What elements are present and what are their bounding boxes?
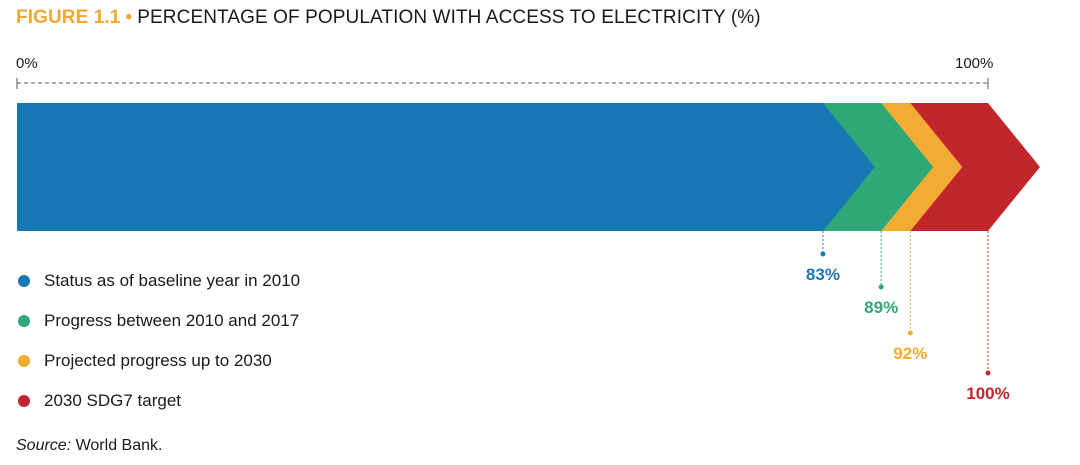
legend-item-projected: Projected progress up to 2030 — [18, 341, 300, 381]
scale-start-label: 0% — [16, 55, 38, 72]
leader-dot-1 — [820, 251, 826, 257]
scale-end-label: 100% — [955, 55, 994, 72]
figure-number: FIGURE 1.1 — [16, 7, 121, 28]
leader-dot-2 — [878, 284, 884, 290]
value-label-2: 89% — [864, 298, 898, 317]
value-label-3: 92% — [893, 344, 927, 363]
source-text: World Bank. — [75, 437, 163, 454]
leader-dot-4 — [985, 370, 991, 376]
legend-swatch-progress — [18, 315, 30, 327]
legend-item-progress: Progress between 2010 and 2017 — [18, 301, 300, 341]
figure-title: FIGURE 1.1 • PERCENTAGE OF POPULATION WITH… — [16, 7, 761, 29]
legend-swatch-projected — [18, 355, 30, 367]
legend-label-target: 2030 SDG7 target — [44, 391, 182, 410]
legend-item-baseline: Status as of baseline year in 2010 — [18, 261, 300, 301]
source-note: Source: World Bank. — [16, 437, 162, 455]
legend-swatch-target — [18, 395, 30, 407]
chevron-segment-1 — [17, 103, 875, 231]
legend-swatch-baseline — [18, 275, 30, 287]
chart-title: PERCENTAGE OF POPULATION WITH ACCESS TO … — [137, 7, 761, 28]
title-bullet: • — [125, 7, 133, 28]
legend: Status as of baseline year in 2010 Progr… — [18, 261, 300, 421]
leader-dot-3 — [907, 330, 913, 336]
legend-label-projected: Projected progress up to 2030 — [44, 351, 272, 370]
value-label-4: 100% — [966, 384, 1009, 403]
legend-label-progress: Progress between 2010 and 2017 — [44, 311, 300, 330]
legend-item-target: 2030 SDG7 target — [18, 381, 300, 421]
legend-label-baseline: Status as of baseline year in 2010 — [44, 271, 301, 290]
value-label-1: 83% — [806, 265, 840, 284]
source-label: Source: — [16, 437, 72, 454]
